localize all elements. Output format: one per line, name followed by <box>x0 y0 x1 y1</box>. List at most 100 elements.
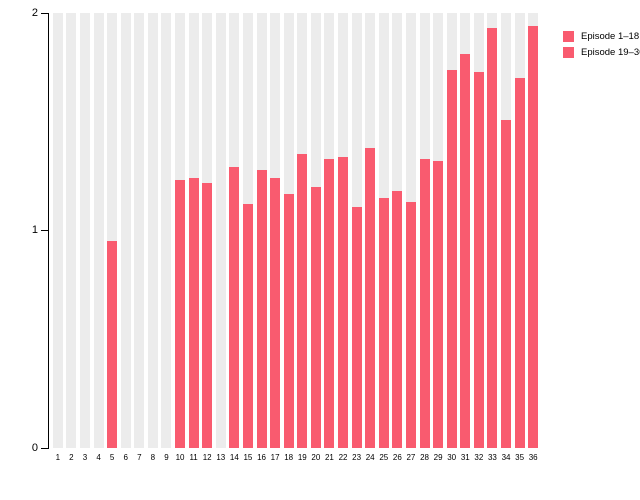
x-tick-label: 29 <box>433 453 443 462</box>
x-tick-label: 32 <box>474 453 484 462</box>
bar-slot: 22 <box>336 13 350 462</box>
bar <box>242 204 253 448</box>
bar-slot: 31 <box>459 13 473 462</box>
bar <box>202 182 213 448</box>
x-tick-label: 28 <box>420 453 429 462</box>
x-tick-label: 31 <box>460 453 470 462</box>
y-axis-tick <box>41 13 48 14</box>
y-axis-tick <box>41 230 48 231</box>
bar-slot: 9 <box>160 13 174 462</box>
bar <box>501 119 512 448</box>
bar <box>297 154 308 448</box>
background-stripe <box>52 13 63 448</box>
bar-slot: 3 <box>78 13 92 462</box>
x-tick-label: 2 <box>69 453 74 462</box>
bar-slot: 10 <box>173 13 187 462</box>
bar <box>256 169 267 448</box>
bar-slot: 11 <box>187 13 201 462</box>
bar-slot: 19 <box>296 13 310 462</box>
bar-slot: 15 <box>241 13 255 462</box>
x-tick-label: 30 <box>447 453 457 462</box>
bar-slot: 28 <box>418 13 432 462</box>
x-tick-label: 20 <box>311 453 321 462</box>
bar-slot: 6 <box>119 13 133 462</box>
bar-slot: 14 <box>228 13 242 462</box>
background-stripe <box>93 13 104 448</box>
y-tick-label: 0 <box>31 442 38 454</box>
y-tick-label: 2 <box>31 7 38 19</box>
bar <box>446 69 457 448</box>
bar-slot: 12 <box>200 13 214 462</box>
x-tick-label: 24 <box>365 453 375 462</box>
x-tick-label: 16 <box>257 453 266 462</box>
x-tick-label: 36 <box>528 453 538 462</box>
x-tick-label: 4 <box>96 453 101 462</box>
bar-slot: 27 <box>404 13 418 462</box>
bar <box>338 156 349 448</box>
y-axis-line <box>48 13 49 449</box>
bar-slot: 30 <box>445 13 459 462</box>
bar <box>392 191 403 448</box>
x-tick-label: 14 <box>229 453 239 462</box>
bar <box>365 147 376 448</box>
x-tick-label: 3 <box>82 453 88 462</box>
bar-slot: 23 <box>350 13 364 462</box>
bar-slot: 4 <box>92 13 106 462</box>
bar-slot: 21 <box>323 13 337 462</box>
x-tick-label: 6 <box>123 453 128 462</box>
background-stripe <box>66 13 77 448</box>
bar <box>310 187 321 448</box>
bar <box>107 241 118 448</box>
x-tick-label: 8 <box>150 453 156 462</box>
x-tick-label: 21 <box>324 453 334 462</box>
x-tick-label: 35 <box>515 453 525 462</box>
bar-slot: 26 <box>391 13 405 462</box>
x-tick-label: 15 <box>243 453 253 462</box>
legend-swatch-episode-19-36 <box>563 46 574 58</box>
background-stripe <box>79 13 90 448</box>
bar <box>378 197 389 448</box>
bar-slot: 8 <box>146 13 160 462</box>
bar-slot: 18 <box>282 13 296 462</box>
bar <box>324 158 335 448</box>
bar <box>188 178 199 448</box>
legend-swatch-episode-1-18 <box>563 30 574 42</box>
bar <box>514 78 525 448</box>
background-stripe <box>134 13 145 448</box>
x-tick-label: 25 <box>379 453 389 462</box>
bar-slot: 24 <box>363 13 377 462</box>
bar <box>528 26 539 448</box>
x-tick-label: 12 <box>202 453 212 462</box>
x-tick-label: 22 <box>338 453 348 462</box>
bar <box>433 160 444 448</box>
bar <box>487 28 498 448</box>
bar-slot: 13 <box>214 13 228 462</box>
legend-item: Episode 1–18 <box>563 28 640 44</box>
bar <box>460 54 471 448</box>
bar <box>351 206 362 448</box>
bar-slot: 35 <box>513 13 527 462</box>
bar <box>175 180 186 448</box>
legend: Episode 1–18 Episode 19–36 <box>563 28 640 60</box>
background-stripe <box>215 13 226 448</box>
bar-slot: 36 <box>526 13 540 462</box>
bar-slot: 17 <box>268 13 282 462</box>
y-axis-tick <box>41 448 48 449</box>
legend-item: Episode 19–36 <box>563 44 640 60</box>
bar-slot: 25 <box>377 13 391 462</box>
background-stripe <box>161 13 172 448</box>
x-tick-label: 5 <box>109 453 115 462</box>
x-tick-label: 1 <box>55 453 61 462</box>
x-tick-label: 34 <box>501 453 511 462</box>
legend-label: Episode 1–18 <box>581 30 640 42</box>
bar <box>283 193 294 448</box>
x-tick-label: 11 <box>189 453 198 462</box>
x-tick-label: 19 <box>297 453 307 462</box>
x-tick-label: 23 <box>352 453 362 462</box>
x-tick-label: 9 <box>164 453 169 462</box>
bar-slot: 16 <box>255 13 269 462</box>
background-stripe <box>147 13 158 448</box>
bar-slot: 2 <box>65 13 79 462</box>
bar <box>270 178 281 448</box>
